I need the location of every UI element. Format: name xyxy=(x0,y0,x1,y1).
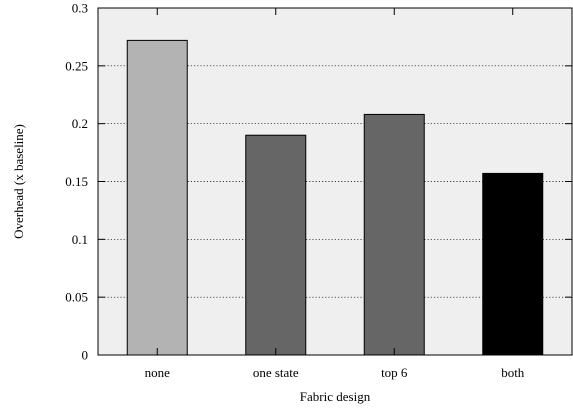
bar-one-state xyxy=(245,134,307,356)
x-tick-label: one state xyxy=(253,365,299,380)
y-tick-label: 0 xyxy=(82,348,89,363)
grid-lines xyxy=(98,65,572,298)
y-tick-label: 0.2 xyxy=(72,116,88,131)
y-tick-label: 0.05 xyxy=(65,290,88,305)
x-tick-label: both xyxy=(501,365,525,380)
y-tick-label: 0.15 xyxy=(65,174,88,189)
y-tick-label: 0.1 xyxy=(72,232,88,247)
bars xyxy=(126,39,544,356)
x-axis-title: Fabric design xyxy=(300,389,371,404)
x-tick-label: none xyxy=(145,365,171,380)
x-axis-ticks: none one state top 6 both xyxy=(145,8,525,380)
bar-none xyxy=(126,39,188,356)
y-axis-title: Overhead (x baseline) xyxy=(11,124,26,239)
bar-both xyxy=(482,172,544,356)
bar-top-6 xyxy=(363,113,425,356)
y-axis-ticks: 0 0.05 0.1 0.15 0.2 0.25 0.3 xyxy=(65,1,572,363)
y-tick-label: 0.25 xyxy=(65,58,88,73)
x-tick-label: top 6 xyxy=(381,365,408,380)
y-tick-label: 0.3 xyxy=(72,1,88,16)
